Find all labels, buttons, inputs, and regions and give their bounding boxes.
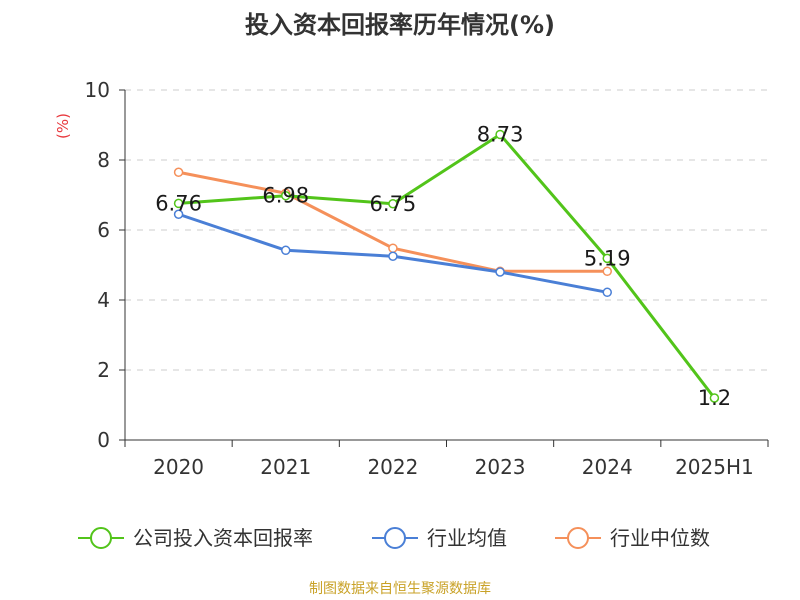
data-point — [709, 393, 720, 403]
y-tick-label: 0 — [97, 428, 110, 452]
y-tick-label: 2 — [97, 358, 110, 382]
data-point — [281, 190, 291, 201]
data-point — [388, 199, 398, 209]
x-tick-label: 2024 — [582, 455, 633, 479]
data-point — [495, 267, 505, 277]
data-label: 8.73 — [477, 122, 524, 146]
legend-marker — [567, 527, 589, 549]
chart-title: 投入资本回报率历年情况(%) — [245, 11, 555, 39]
data-point — [173, 209, 184, 219]
y-tick-label: 6 — [97, 218, 110, 242]
source-note: 制图数据来自恒生聚源数据库 — [309, 581, 491, 597]
x-tick-label: 2021 — [260, 455, 311, 479]
data-label: 6.76 — [155, 191, 202, 215]
x-tick-label: 2022 — [367, 455, 418, 479]
y-tick-label: 4 — [97, 288, 110, 312]
y-tick-label: 8 — [97, 148, 110, 172]
legend-label: 行业均值 — [427, 526, 507, 550]
y-tick-label: 10 — [85, 78, 110, 102]
data-label: 6.98 — [262, 184, 309, 208]
data-point — [602, 266, 612, 277]
legend-marker — [90, 527, 112, 549]
data-label: 6.75 — [370, 192, 417, 216]
data-point — [388, 251, 398, 261]
data-point — [602, 253, 612, 264]
x-tick-label: 2025H1 — [675, 455, 754, 479]
y-axis-unit-label: (%) — [54, 113, 72, 139]
data-point — [173, 167, 184, 177]
data-label: 5.19 — [584, 246, 631, 270]
series-line — [178, 132, 716, 399]
legend-label: 行业中位数 — [610, 526, 710, 550]
data-point — [495, 129, 505, 140]
x-tick-label: 2023 — [475, 455, 526, 479]
data-point — [388, 243, 398, 253]
data-point — [173, 198, 184, 209]
legend-label: 公司投入资本回报率 — [133, 526, 313, 550]
x-tick-label: 2020 — [153, 455, 204, 479]
data-point — [281, 245, 291, 256]
data-point — [602, 287, 612, 298]
data-label: 1.2 — [698, 386, 731, 410]
legend-marker — [384, 527, 406, 549]
